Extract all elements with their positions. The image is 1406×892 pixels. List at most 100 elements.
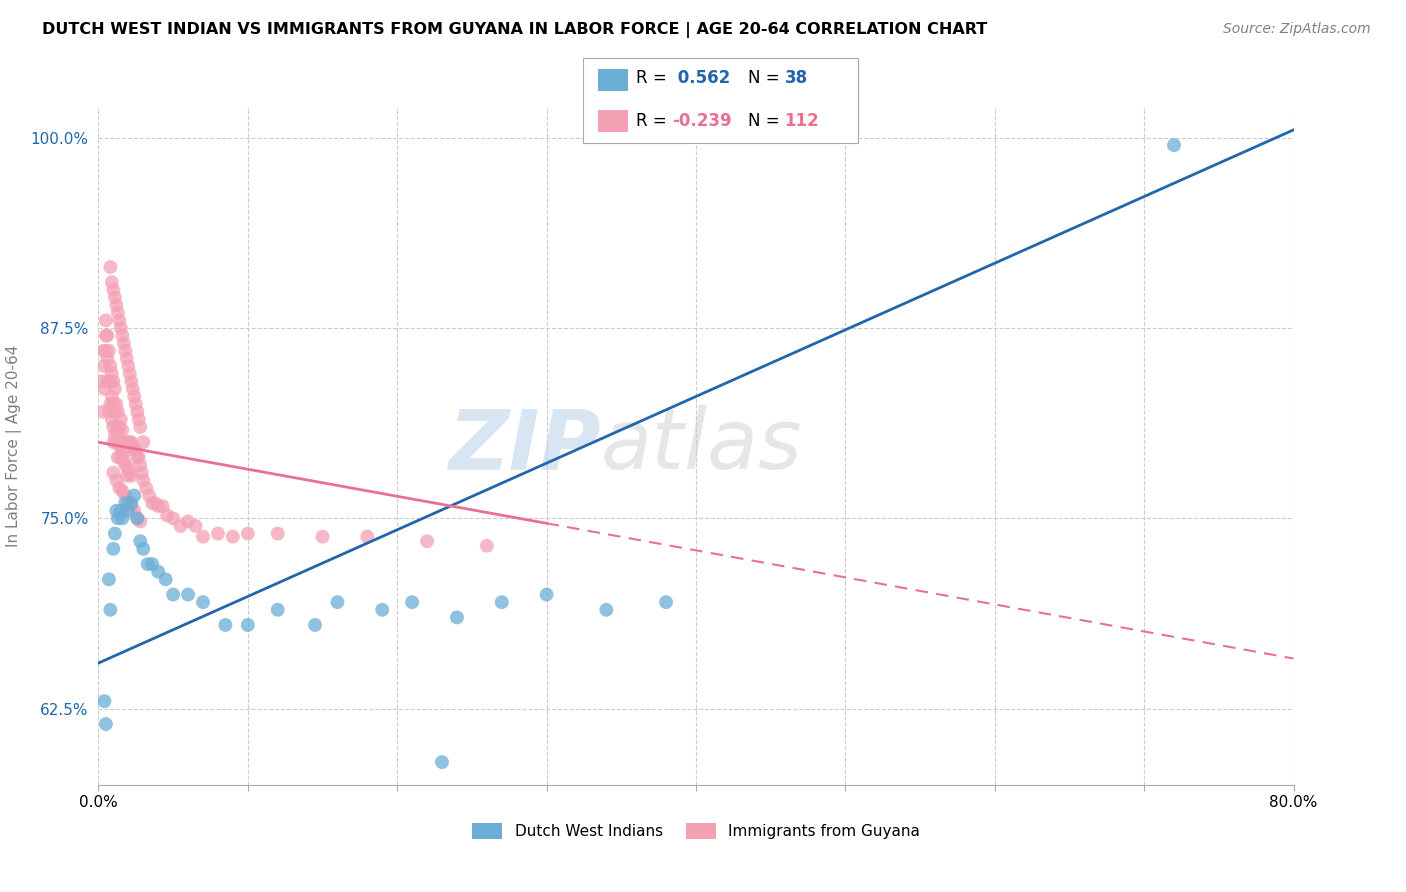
Point — [107, 427, 129, 442]
Point — [267, 603, 290, 617]
Point — [103, 435, 125, 450]
Point — [114, 435, 136, 450]
Point — [97, 405, 120, 419]
Point — [97, 343, 120, 358]
Point — [105, 435, 128, 450]
Point — [107, 511, 129, 525]
Text: -0.239: -0.239 — [672, 112, 731, 130]
Point — [191, 595, 214, 609]
Point — [127, 405, 149, 419]
Point — [112, 336, 135, 351]
Point — [103, 541, 125, 556]
Point — [141, 496, 163, 510]
Point — [129, 458, 152, 472]
Point — [93, 694, 115, 708]
Point — [132, 435, 155, 450]
Point — [98, 603, 122, 617]
Point — [236, 526, 259, 541]
Point — [356, 530, 378, 544]
Point — [148, 499, 170, 513]
Point — [135, 481, 157, 495]
Point — [162, 511, 184, 525]
Point — [120, 496, 142, 510]
Point — [326, 595, 349, 609]
Point — [184, 519, 207, 533]
Point — [98, 260, 122, 274]
Legend: Dutch West Indians, Immigrants from Guyana: Dutch West Indians, Immigrants from Guya… — [465, 817, 927, 845]
Point — [177, 515, 200, 529]
Point — [108, 438, 131, 452]
Point — [115, 442, 138, 457]
Point — [125, 442, 148, 457]
Point — [124, 442, 146, 457]
Point — [104, 290, 127, 304]
Point — [128, 412, 150, 426]
Point — [124, 504, 146, 518]
Text: DUTCH WEST INDIAN VS IMMIGRANTS FROM GUYANA IN LABOR FORCE | AGE 20-64 CORRELATI: DUTCH WEST INDIAN VS IMMIGRANTS FROM GUY… — [42, 22, 987, 38]
Point — [128, 450, 150, 465]
Point — [94, 717, 117, 731]
Point — [156, 508, 179, 523]
Point — [655, 595, 678, 609]
Point — [446, 610, 468, 624]
Point — [110, 321, 132, 335]
Point — [595, 603, 617, 617]
Text: ZIP: ZIP — [447, 406, 600, 486]
Point — [169, 519, 191, 533]
Point — [141, 557, 163, 571]
Point — [117, 504, 139, 518]
Point — [401, 595, 423, 609]
Point — [98, 374, 122, 388]
Point — [103, 374, 125, 388]
Point — [416, 534, 439, 549]
Point — [115, 351, 138, 366]
Point — [177, 588, 200, 602]
Point — [96, 351, 118, 366]
Point — [91, 343, 114, 358]
Point — [131, 466, 153, 480]
Point — [103, 283, 125, 297]
Point — [127, 450, 149, 465]
Point — [101, 275, 124, 289]
Text: Source: ZipAtlas.com: Source: ZipAtlas.com — [1223, 22, 1371, 37]
Point — [152, 499, 174, 513]
Point — [103, 420, 125, 434]
Y-axis label: In Labor Force | Age 20-64: In Labor Force | Age 20-64 — [7, 345, 22, 547]
Point — [111, 423, 134, 437]
Point — [90, 374, 112, 388]
Point — [121, 440, 143, 454]
Text: N =: N = — [748, 112, 779, 130]
Point — [108, 313, 131, 327]
Text: R =: R = — [636, 112, 666, 130]
Point — [120, 374, 142, 388]
Point — [103, 397, 125, 411]
Point — [117, 461, 139, 475]
Point — [108, 420, 131, 434]
Point — [371, 603, 394, 617]
Point — [125, 397, 148, 411]
Point — [118, 466, 141, 480]
Point — [114, 343, 136, 358]
Point — [127, 511, 149, 525]
Point — [107, 306, 129, 320]
Text: 0.562: 0.562 — [672, 70, 730, 87]
Point — [214, 618, 236, 632]
Point — [104, 526, 127, 541]
Point — [97, 572, 120, 586]
Point — [115, 468, 138, 483]
Point — [98, 359, 122, 373]
Point — [103, 466, 125, 480]
Point — [104, 405, 127, 419]
Text: N =: N = — [748, 70, 779, 87]
Point — [108, 481, 131, 495]
Point — [148, 565, 170, 579]
Point — [162, 588, 184, 602]
Point — [112, 435, 135, 450]
Text: atlas: atlas — [600, 406, 801, 486]
Point — [110, 504, 132, 518]
Point — [124, 389, 146, 403]
Point — [236, 618, 259, 632]
Point — [121, 382, 143, 396]
Point — [94, 343, 117, 358]
Point — [267, 526, 290, 541]
